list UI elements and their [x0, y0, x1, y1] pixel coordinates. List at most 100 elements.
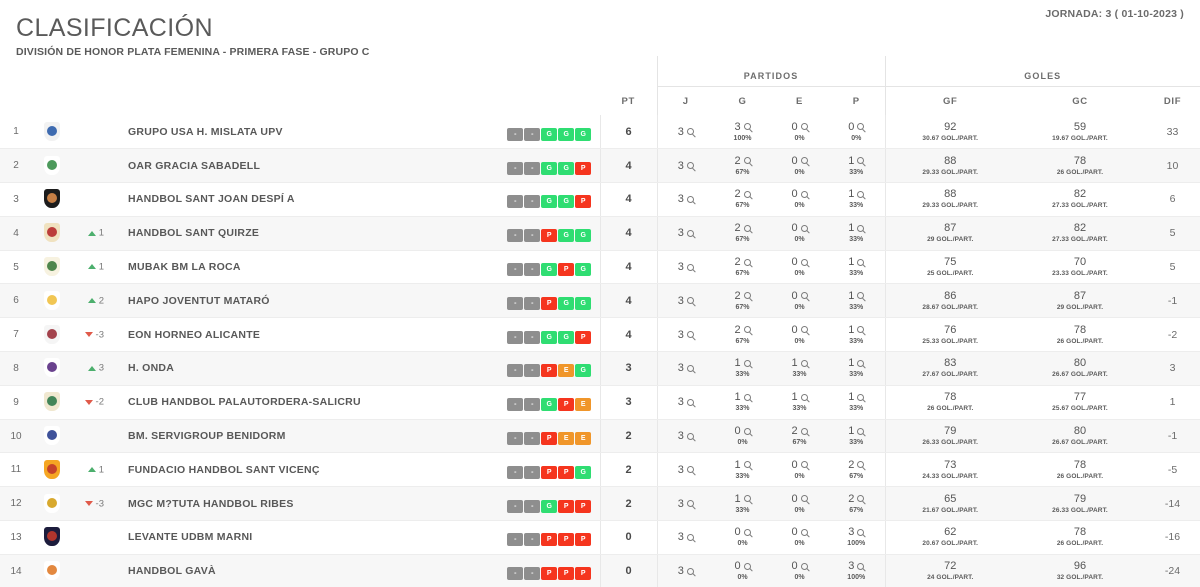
header-j[interactable]: J — [656, 86, 714, 115]
search-icon[interactable] — [743, 191, 751, 199]
form-badge-2[interactable]: - — [524, 127, 541, 141]
table-row[interactable]: 14 HANDBOL GAVÀ - - P P P 0 3 0 0% 0 0% 3 100% 72 24 GOL… — [0, 554, 1200, 587]
team-name[interactable]: MUBAK BM LA ROCA — [108, 250, 500, 285]
search-icon[interactable] — [857, 258, 865, 266]
table-row[interactable]: 8 3 H. ONDA - - P E G 3 3 1 33% 1 33% 1 33% 83 27.67 GOL.… — [0, 351, 1200, 386]
form-badge-1[interactable]: - — [507, 432, 524, 446]
form-badge-2[interactable]: - — [524, 229, 541, 243]
form-badge-5[interactable]: G — [575, 296, 592, 310]
search-icon[interactable] — [743, 326, 751, 334]
header-pt[interactable]: PT — [621, 96, 636, 107]
form-badge-2[interactable]: - — [524, 364, 541, 378]
table-row[interactable]: 11 1 FUNDACIO HANDBOL SANT VICENÇ - - P P G 2 3 1 3… — [0, 452, 1200, 488]
form-badge-5[interactable]: P — [575, 330, 592, 344]
form-badge-1[interactable]: - — [507, 533, 524, 547]
header-gc[interactable]: GC — [1072, 96, 1088, 107]
form-badge-3[interactable]: G — [541, 195, 558, 209]
form-badge-1[interactable]: - — [507, 465, 524, 479]
search-icon[interactable] — [686, 500, 694, 508]
header-e[interactable]: E — [795, 96, 804, 107]
form-badge-5[interactable]: G — [575, 465, 592, 479]
search-icon[interactable] — [800, 326, 808, 334]
team-name[interactable]: H. ONDA — [108, 351, 500, 386]
search-icon[interactable] — [800, 292, 808, 300]
table-row[interactable]: 5 1 MUBAK BM LA ROCA - - G P G 4 3 2 67% 0 0% 1 33% 75 25… — [0, 250, 1200, 285]
form-badge-2[interactable]: - — [524, 263, 541, 277]
form-badge-2[interactable]: - — [524, 533, 541, 547]
form-badge-2[interactable]: - — [524, 398, 541, 412]
form-badge-1[interactable]: - — [507, 398, 524, 412]
search-icon[interactable] — [686, 466, 694, 474]
form-badge-3[interactable]: P — [541, 296, 558, 310]
form-badge-5[interactable]: E — [575, 432, 592, 446]
search-icon[interactable] — [857, 191, 865, 199]
search-icon[interactable] — [686, 567, 694, 575]
search-icon[interactable] — [686, 432, 694, 440]
search-icon[interactable] — [800, 360, 808, 368]
form-badge-3[interactable]: G — [541, 263, 558, 277]
form-badge-2[interactable]: - — [524, 499, 541, 513]
search-icon[interactable] — [743, 157, 751, 165]
form-badge-4[interactable]: E — [558, 432, 575, 446]
search-icon[interactable] — [857, 562, 865, 570]
table-row[interactable]: 1 GRUPO USA H. MISLATA UPV - - G G G 6 3 3 100% 0 0%… — [0, 115, 1200, 150]
search-icon[interactable] — [857, 495, 865, 503]
team-name[interactable]: LEVANTE UDBM MARNI — [108, 520, 500, 555]
search-icon[interactable] — [857, 292, 865, 300]
form-badge-1[interactable]: - — [507, 229, 524, 243]
form-badge-4[interactable]: G — [558, 195, 575, 209]
form-badge-3[interactable]: G — [541, 398, 558, 412]
form-badge-5[interactable]: G — [575, 127, 592, 141]
header-g[interactable]: G — [738, 96, 747, 107]
form-badge-4[interactable]: P — [558, 567, 575, 581]
form-badge-5[interactable]: P — [575, 161, 592, 175]
search-icon[interactable] — [800, 157, 808, 165]
table-row[interactable]: 7 -3 EON HORNEO ALICANTE - - G G P 4 3 2 67% 0 0% 1 33%… — [0, 317, 1200, 353]
team-name[interactable]: FUNDACIO HANDBOL SANT VICENÇ — [108, 452, 500, 488]
form-badge-5[interactable]: P — [575, 567, 592, 581]
search-icon[interactable] — [743, 292, 751, 300]
form-badge-4[interactable]: G — [558, 229, 575, 243]
search-icon[interactable] — [800, 224, 808, 232]
form-badge-3[interactable]: P — [541, 432, 558, 446]
form-badge-1[interactable]: - — [507, 195, 524, 209]
form-badge-5[interactable]: G — [575, 364, 592, 378]
search-icon[interactable] — [686, 331, 694, 339]
form-badge-5[interactable]: P — [575, 195, 592, 209]
search-icon[interactable] — [857, 326, 865, 334]
search-icon[interactable] — [857, 360, 865, 368]
team-name[interactable]: MGC M?TUTA HANDBOL RIBES — [108, 486, 500, 522]
search-icon[interactable] — [857, 461, 865, 469]
search-icon[interactable] — [800, 427, 808, 435]
form-badge-4[interactable]: G — [558, 296, 575, 310]
search-icon[interactable] — [800, 562, 808, 570]
form-badge-4[interactable]: P — [558, 533, 575, 547]
form-badge-3[interactable]: G — [541, 161, 558, 175]
team-name[interactable]: CLUB HANDBOL PALAUTORDERA-SALICRU — [108, 385, 500, 420]
form-badge-4[interactable]: E — [558, 364, 575, 378]
search-icon[interactable] — [743, 495, 751, 503]
search-icon[interactable] — [800, 123, 808, 131]
form-badge-1[interactable]: - — [507, 127, 524, 141]
team-name[interactable]: BM. SERVIGROUP BENIDORM — [108, 419, 500, 454]
search-icon[interactable] — [743, 258, 751, 266]
search-icon[interactable] — [686, 398, 694, 406]
search-icon[interactable] — [743, 224, 751, 232]
team-name[interactable]: OAR GRACIA SABADELL — [108, 148, 500, 184]
form-badge-2[interactable]: - — [524, 432, 541, 446]
form-badge-5[interactable]: G — [575, 263, 592, 277]
form-badge-2[interactable]: - — [524, 567, 541, 581]
form-badge-5[interactable]: P — [575, 533, 592, 547]
table-row[interactable]: 13 LEVANTE UDBM MARNI - - P P P 0 3 0 0% 0 0% 3 100% 62… — [0, 520, 1200, 555]
form-badge-1[interactable]: - — [507, 567, 524, 581]
form-badge-4[interactable]: P — [558, 398, 575, 412]
search-icon[interactable] — [686, 196, 694, 204]
table-row[interactable]: 12 -3 MGC M?TUTA HANDBOL RIBES - - G P P 2 3 1 33% 0… — [0, 486, 1200, 522]
search-icon[interactable] — [800, 495, 808, 503]
form-badge-5[interactable]: P — [575, 499, 592, 513]
search-icon[interactable] — [686, 365, 694, 373]
search-icon[interactable] — [857, 157, 865, 165]
form-badge-3[interactable]: P — [541, 533, 558, 547]
team-name[interactable]: HANDBOL GAVÀ — [108, 554, 500, 587]
form-badge-2[interactable]: - — [524, 296, 541, 310]
